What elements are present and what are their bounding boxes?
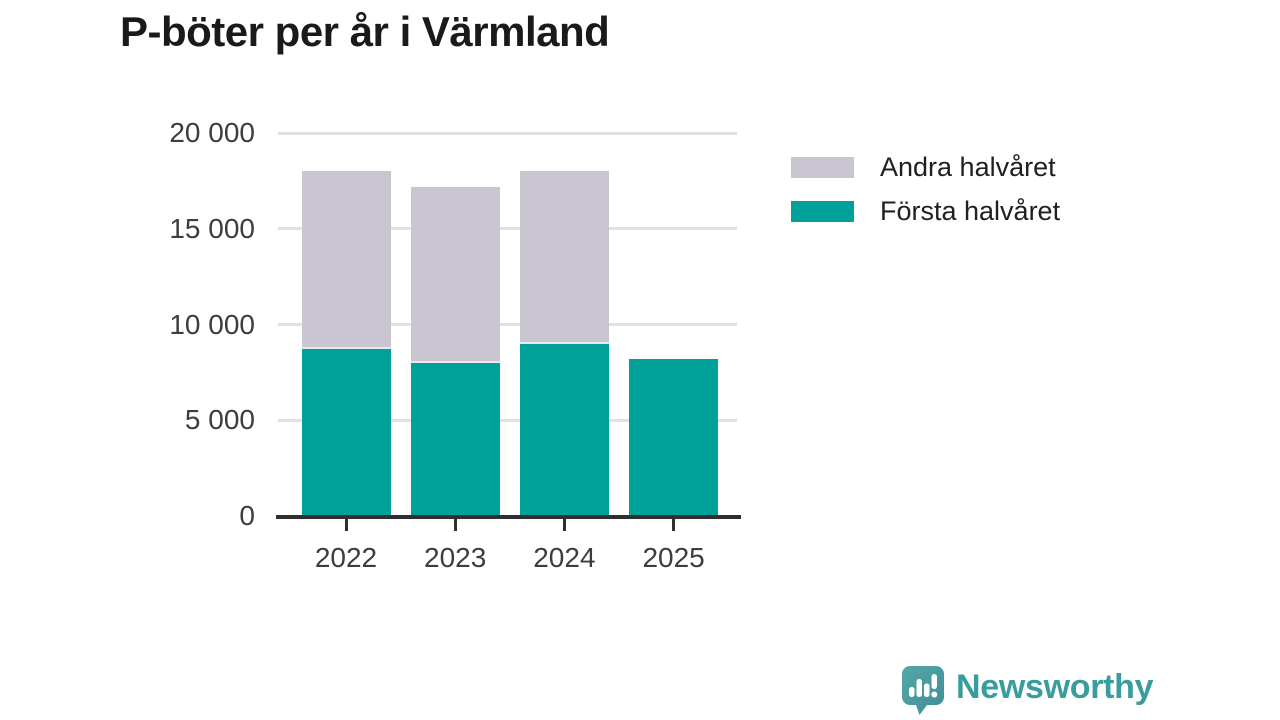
bar-segment-andra-halvaret <box>301 171 391 350</box>
y-tick-label: 15 000 <box>169 212 255 244</box>
legend-item-andra-halvaret: Andra halvåret <box>791 152 1060 182</box>
legend-label-forsta-halvaret: Första halvåret <box>880 195 1061 226</box>
newsworthy-logo-icon <box>902 666 944 715</box>
legend: Andra halvåret Första halvåret <box>791 152 1060 240</box>
bar-segment-andra-halvaret <box>410 186 500 363</box>
legend-label-andra-halvaret: Andra halvåret <box>880 151 1056 182</box>
gridline <box>278 131 737 135</box>
bar-segment-andra-halvaret <box>519 171 609 344</box>
legend-swatch-forsta-halvaret <box>791 200 854 222</box>
bar-segment-forsta-halvaret <box>301 349 391 516</box>
x-axis-tick <box>562 519 566 531</box>
x-tick-label: 2022 <box>314 542 378 573</box>
x-axis-tick <box>344 519 348 531</box>
brand-name: Newsworthy <box>956 668 1154 706</box>
legend-item-forsta-halvaret: Första halvåret <box>791 196 1060 226</box>
gridline <box>278 227 737 231</box>
y-tick-label: 20 000 <box>169 117 255 148</box>
gridline <box>278 323 737 326</box>
x-axis-line <box>276 515 741 519</box>
x-tick-label: 2025 <box>642 542 705 573</box>
chart-title: P-böter per år i Värmland <box>120 8 610 55</box>
bar-segment-forsta-halvaret <box>519 343 609 516</box>
y-tick-label: 0 <box>239 500 255 531</box>
bar-segment-forsta-halvaret <box>410 362 500 516</box>
brand-footer: Newsworthy <box>901 665 1154 716</box>
gridline <box>278 418 737 422</box>
y-tick-label: 5 000 <box>184 404 255 436</box>
x-tick-label: 2023 <box>424 542 487 573</box>
y-tick-label: 10 000 <box>169 308 255 340</box>
x-tick-label: 2024 <box>533 542 596 573</box>
legend-swatch-andra-halvaret <box>791 156 854 178</box>
bar-segment-forsta-halvaret <box>629 358 719 516</box>
x-axis-tick <box>453 519 457 531</box>
x-axis-tick <box>672 519 676 531</box>
